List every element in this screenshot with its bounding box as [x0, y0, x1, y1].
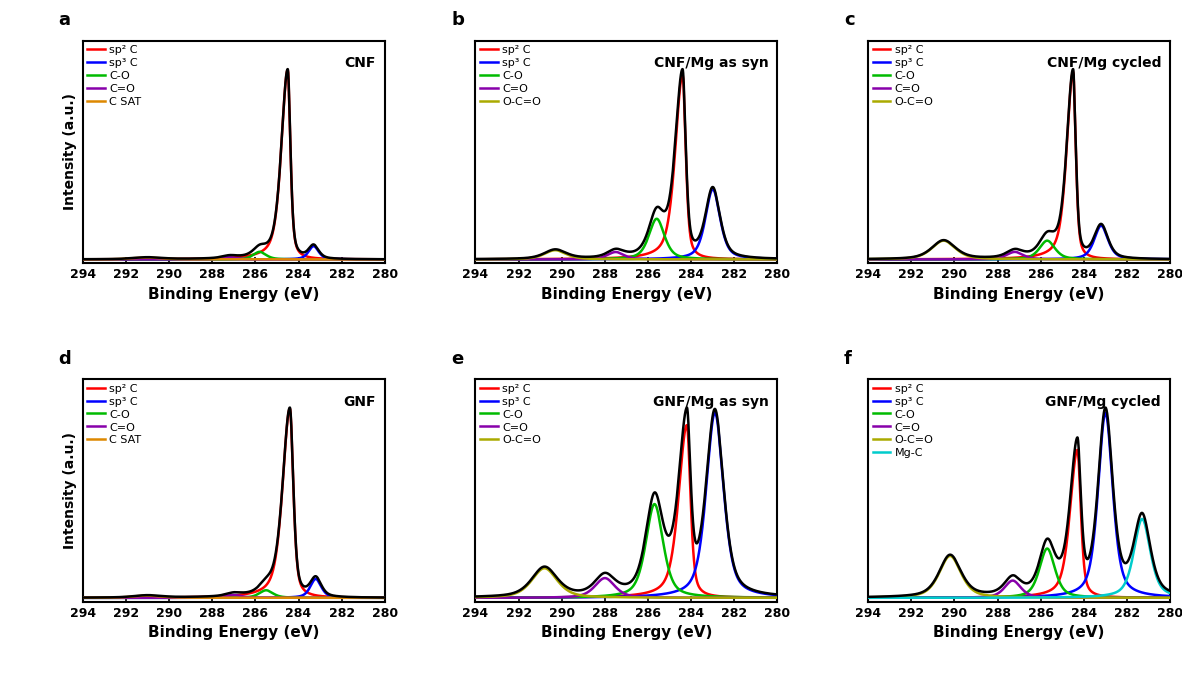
Text: CNF: CNF [344, 56, 376, 70]
Legend: sp² C, sp³ C, C-O, C=O, O-C=O: sp² C, sp³ C, C-O, C=O, O-C=O [479, 383, 543, 447]
Text: GNF/Mg cycled: GNF/Mg cycled [1046, 395, 1161, 408]
Y-axis label: Intensity (a.u.): Intensity (a.u.) [63, 432, 77, 549]
Text: CNF/Mg as syn: CNF/Mg as syn [654, 56, 768, 70]
Legend: sp² C, sp³ C, C-O, C=O, C SAT: sp² C, sp³ C, C-O, C=O, C SAT [86, 44, 143, 108]
X-axis label: Binding Energy (eV): Binding Energy (eV) [541, 287, 712, 301]
Text: d: d [59, 350, 71, 368]
Legend: sp² C, sp³ C, C-O, C=O, O-C=O, Mg-C: sp² C, sp³ C, C-O, C=O, O-C=O, Mg-C [871, 383, 935, 460]
Y-axis label: Intensity (a.u.): Intensity (a.u.) [63, 93, 77, 210]
Text: GNF/Mg as syn: GNF/Mg as syn [652, 395, 768, 408]
X-axis label: Binding Energy (eV): Binding Energy (eV) [541, 625, 712, 640]
X-axis label: Binding Energy (eV): Binding Energy (eV) [934, 625, 1105, 640]
Legend: sp² C, sp³ C, C-O, C=O, C SAT: sp² C, sp³ C, C-O, C=O, C SAT [86, 383, 143, 447]
Text: b: b [452, 11, 465, 30]
Legend: sp² C, sp³ C, C-O, C=O, O-C=O: sp² C, sp³ C, C-O, C=O, O-C=O [479, 44, 543, 108]
Text: GNF: GNF [343, 395, 376, 408]
Text: c: c [844, 11, 855, 30]
X-axis label: Binding Energy (eV): Binding Energy (eV) [934, 287, 1105, 301]
X-axis label: Binding Energy (eV): Binding Energy (eV) [148, 287, 319, 301]
X-axis label: Binding Energy (eV): Binding Energy (eV) [148, 625, 319, 640]
Text: a: a [59, 11, 71, 30]
Text: e: e [452, 350, 463, 368]
Legend: sp² C, sp³ C, C-O, C=O, O-C=O: sp² C, sp³ C, C-O, C=O, O-C=O [871, 44, 935, 108]
Text: CNF/Mg cycled: CNF/Mg cycled [1046, 56, 1161, 70]
Text: f: f [844, 350, 852, 368]
